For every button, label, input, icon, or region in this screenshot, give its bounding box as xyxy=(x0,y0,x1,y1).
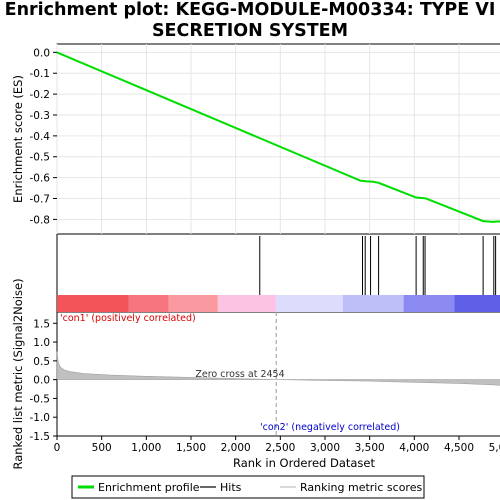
x-tick-label: 2,000 xyxy=(221,442,251,454)
x-tick-label: 1,000 xyxy=(131,442,161,454)
es-panel-frame xyxy=(56,43,500,235)
es-line xyxy=(56,51,500,223)
ranking-y-axis-label: Ranked list metric (Signal2Noise) xyxy=(11,278,25,469)
es-grid xyxy=(56,44,500,234)
x-tick-label: 0 xyxy=(54,442,61,454)
es-y-tick-label: -0.3 xyxy=(30,110,51,122)
es-y-tick-label: 0.0 xyxy=(33,47,50,59)
ranking-metric-area xyxy=(56,351,500,386)
colorbar-segment xyxy=(342,295,404,312)
zero-cross-label: Zero cross at 2454 xyxy=(195,369,284,380)
es-y-axis-label: Enrichment score (ES) xyxy=(11,75,25,203)
positive-correlation-label: 'con1' (positively correlated) xyxy=(60,313,196,324)
negative-correlation-label: 'con2' (negatively correlated) xyxy=(260,422,400,433)
ranking-y-tick-label: 0.5 xyxy=(33,356,50,368)
legend-label: Enrichment profile xyxy=(98,481,200,494)
x-axis-label: Rank in Ordered Dataset xyxy=(233,456,376,470)
es-y-ticks: 0.0 -0.1 -0.2 -0.3 -0.4 -0.5 -0.6 -0.7 -0.8 xyxy=(30,47,57,226)
es-y-tick-label: -0.7 xyxy=(30,194,51,206)
es-y-tick-label: -0.4 xyxy=(30,131,51,143)
x-axis-ticks: 0 500 1,000 1,500 2,000 2,500 3,000 3,500 4,000 4… xyxy=(54,436,500,454)
title-line-2: SECRETION SYSTEM xyxy=(151,21,349,41)
es-y-tick-label: -0.5 xyxy=(30,152,51,164)
x-tick-label: 5,000 xyxy=(489,442,500,454)
x-tick-label: 500 xyxy=(92,442,112,454)
ranking-y-tick-label: 1.5 xyxy=(33,318,50,330)
legend-box xyxy=(71,475,425,499)
x-tick-label: 1,500 xyxy=(176,442,206,454)
colorbar-segment xyxy=(168,295,218,312)
x-tick-label: 2,500 xyxy=(265,442,295,454)
hit-lines xyxy=(259,236,497,295)
ranking-y-tick-label: -0.5 xyxy=(30,393,51,405)
colorbar-segment xyxy=(128,295,169,312)
colorbar-segment xyxy=(454,295,500,312)
x-tick-label: 3,500 xyxy=(355,442,385,454)
colorbar-segment xyxy=(276,295,343,312)
title-line-1: Enrichment plot: KEGG-MODULE-M00334: TYP… xyxy=(4,0,496,20)
ranking-panel-frame xyxy=(56,311,500,437)
ranking-y-tick-label: 0.0 xyxy=(33,375,50,387)
es-y-tick-label: -0.8 xyxy=(30,214,51,226)
legend: Enrichment profile Hits Ranking metric sco… xyxy=(78,481,422,494)
legend-label: Ranking metric scores xyxy=(300,481,422,494)
x-tick-label: 4,500 xyxy=(444,442,474,454)
colorbar-segment xyxy=(403,295,455,312)
es-y-tick-label: -0.1 xyxy=(30,68,51,80)
colorbar-segment xyxy=(57,295,129,312)
x-tick-label: 3,000 xyxy=(310,442,340,454)
chart-title: Enrichment plot: KEGG-MODULE-M00334: TYP… xyxy=(0,0,500,42)
ranking-y-tick-label: -1.5 xyxy=(30,431,51,443)
colorbar-segment xyxy=(217,295,277,312)
legend-label: Hits xyxy=(220,481,242,494)
x-tick-label: 4,000 xyxy=(399,442,429,454)
ranking-y-tick-label: 1.0 xyxy=(33,337,50,349)
ranking-y-ticks: 1.5 1.0 0.5 0.0 -0.5 -1.0 -1.5 xyxy=(30,318,57,443)
colorbar xyxy=(57,295,500,312)
es-y-tick-label: -0.6 xyxy=(30,173,51,185)
ranking-y-tick-label: -1.0 xyxy=(30,412,51,424)
es-y-tick-label: -0.2 xyxy=(30,89,51,101)
